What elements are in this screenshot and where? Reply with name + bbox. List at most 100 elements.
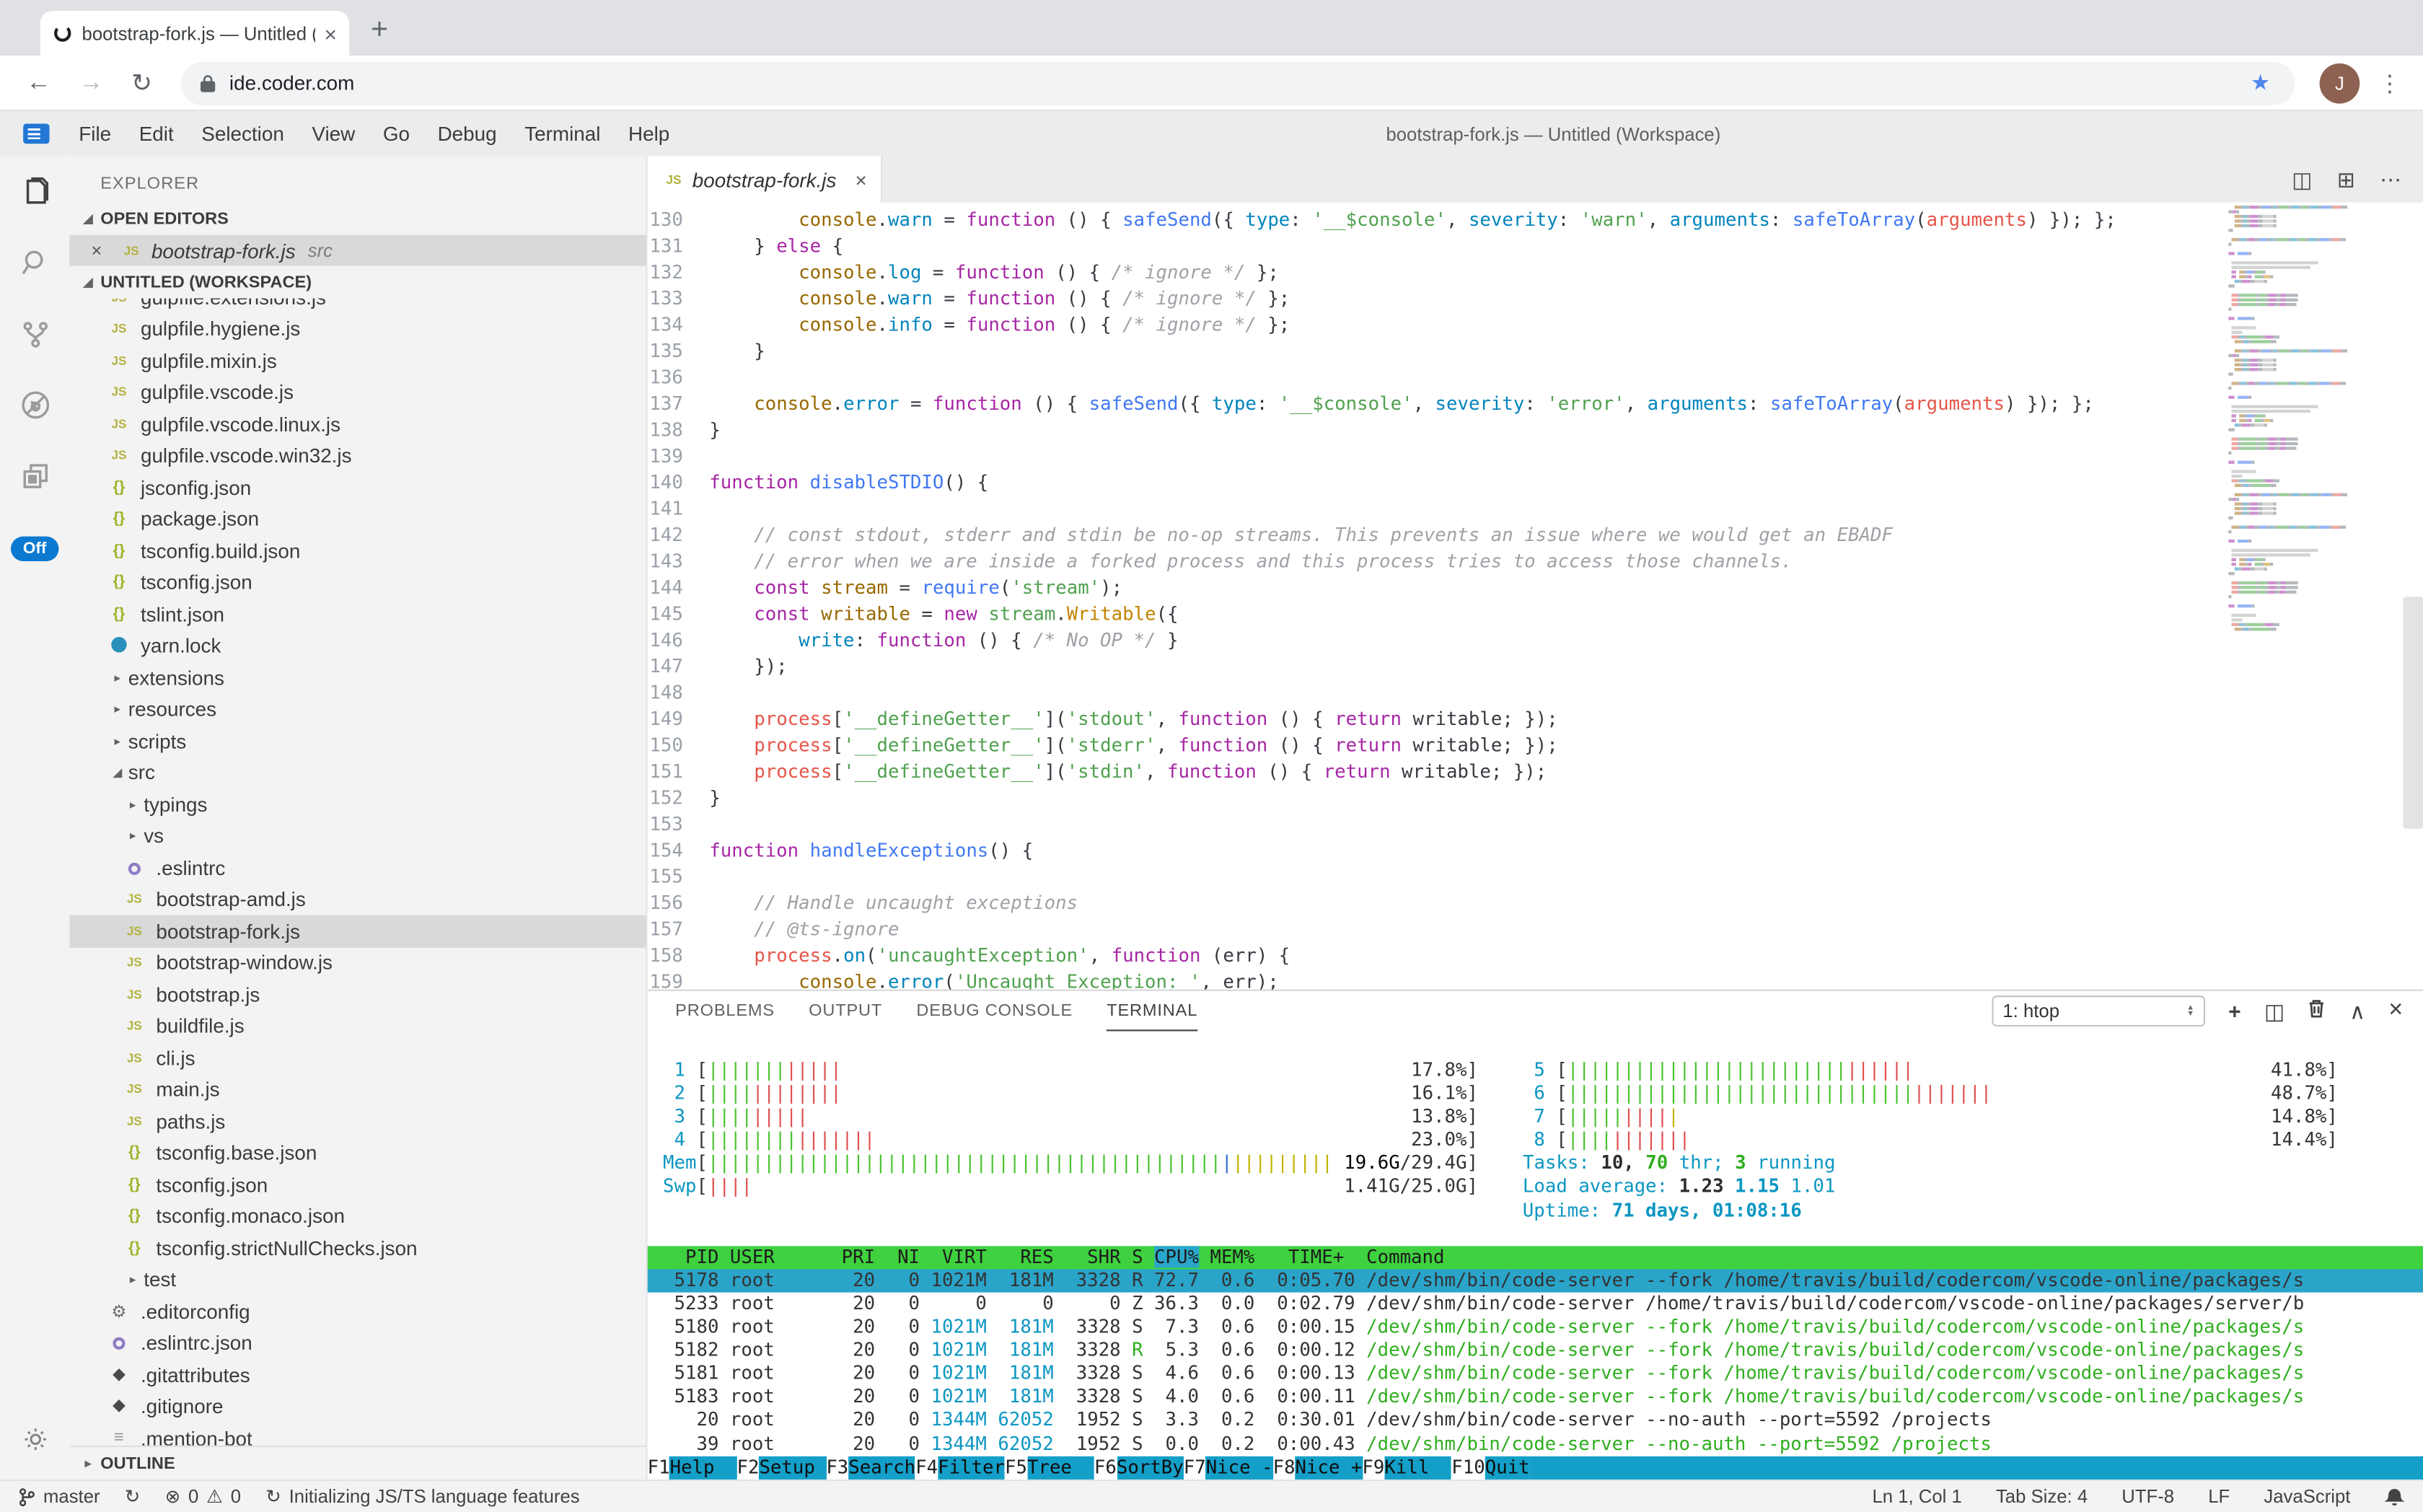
- bookmark-star-icon[interactable]: ★: [2251, 69, 2271, 94]
- tree-item-gulpfile.extensions.js[interactable]: JS gulpfile.extensions.js: [69, 299, 646, 313]
- search-icon[interactable]: [0, 227, 69, 299]
- kill-terminal-icon[interactable]: [2308, 998, 2326, 1023]
- tree-item-tsconfig.json[interactable]: {} tsconfig.json: [69, 566, 646, 598]
- tree-item-tsconfig.strictNullChecks.json[interactable]: {} tsconfig.strictNullChecks.json: [69, 1232, 646, 1264]
- tree-item-.gitignore[interactable]: ◆ .gitignore: [69, 1391, 646, 1423]
- extensions-icon[interactable]: [0, 441, 69, 512]
- menu-item-terminal[interactable]: Terminal: [524, 122, 601, 146]
- notifications-bell-icon[interactable]: [2384, 1487, 2405, 1507]
- menu-item-help[interactable]: Help: [628, 122, 670, 146]
- fnkey[interactable]: F2: [736, 1456, 760, 1480]
- tree-item-gulpfile.vscode.win32.js[interactable]: JS gulpfile.vscode.win32.js: [69, 440, 646, 472]
- fnkey-label[interactable]: Kill: [1384, 1456, 1452, 1480]
- tree-item-bootstrap-fork.js[interactable]: JS bootstrap-fork.js: [69, 915, 646, 947]
- fnkey[interactable]: F3: [826, 1456, 849, 1480]
- language-status-item[interactable]: ↻ Initializing JS/TS language features: [265, 1486, 579, 1508]
- editor-tab-close-icon[interactable]: ×: [855, 167, 867, 191]
- explorer-icon[interactable]: [0, 156, 69, 227]
- tree-item-.mention-bot[interactable]: ≡ .mention-bot: [69, 1423, 646, 1446]
- panel-tab-problems[interactable]: PROBLEMS: [675, 1001, 775, 1020]
- tree-item-gulpfile.vscode.linux.js[interactable]: JS gulpfile.vscode.linux.js: [69, 408, 646, 440]
- source-control-icon[interactable]: [0, 299, 69, 370]
- git-branch-item[interactable]: master: [19, 1486, 100, 1508]
- fnkey-label[interactable]: SortBy: [1116, 1456, 1184, 1480]
- back-icon[interactable]: ←: [26, 69, 51, 95]
- tree-item-test[interactable]: ▸ test: [69, 1264, 646, 1296]
- menu-item-view[interactable]: View: [312, 122, 356, 146]
- encoding[interactable]: UTF-8: [2121, 1485, 2175, 1508]
- fnkey[interactable]: F7: [1183, 1456, 1206, 1480]
- browser-tab[interactable]: bootstrap-fork.js — Untitled (W ×: [40, 11, 350, 56]
- panel-tab-terminal[interactable]: TERMINAL: [1107, 991, 1198, 1032]
- tree-item-main.js[interactable]: JS main.js: [69, 1073, 646, 1105]
- tree-item-jsconfig.json[interactable]: {} jsconfig.json: [69, 472, 646, 504]
- tree-item-tsconfig.monaco.json[interactable]: {} tsconfig.monaco.json: [69, 1200, 646, 1232]
- fnkey-label[interactable]: Setup: [759, 1456, 827, 1480]
- url-text[interactable]: ide.coder.com: [229, 71, 355, 94]
- split-editor-icon[interactable]: ◫: [2292, 166, 2313, 191]
- editor-layout-icon[interactable]: ⊞: [2336, 166, 2355, 191]
- fnkey-label[interactable]: Help: [669, 1456, 737, 1480]
- browser-menu-icon[interactable]: ⋮: [2378, 70, 2402, 97]
- new-tab-icon[interactable]: +: [371, 14, 388, 47]
- problems-item[interactable]: ⊗ 0 ⚠ 0: [165, 1486, 241, 1508]
- terminal[interactable]: 1 [|||||||||||| 17.8%] 5 [||||||||||||||…: [647, 1031, 2423, 1480]
- eol[interactable]: LF: [2208, 1485, 2230, 1508]
- tree-item-.eslintrc.json[interactable]: .eslintrc.json: [69, 1327, 646, 1359]
- tree-item-yarn.lock[interactable]: yarn.lock: [69, 630, 646, 662]
- tab-close-icon[interactable]: ×: [324, 20, 338, 46]
- open-editor-item[interactable]: × JS bootstrap-fork.js src: [69, 234, 646, 266]
- tab-size[interactable]: Tab Size: 4: [1995, 1485, 2088, 1508]
- settings-gear-icon[interactable]: [18, 1423, 52, 1464]
- fnkey-label[interactable]: Tree: [1026, 1456, 1094, 1480]
- tree-item-bootstrap-window.js[interactable]: JS bootstrap-window.js: [69, 947, 646, 979]
- editor-scrollbar[interactable]: [2403, 597, 2423, 829]
- tree-item-tsconfig.base.json[interactable]: {} tsconfig.base.json: [69, 1137, 646, 1169]
- tree-item-typings[interactable]: ▸ typings: [69, 788, 646, 820]
- menu-item-file[interactable]: File: [79, 122, 112, 146]
- menu-item-selection[interactable]: Selection: [201, 122, 284, 146]
- fnkey-label[interactable]: Nice -: [1205, 1456, 1273, 1480]
- fnkey-label[interactable]: Search: [848, 1456, 916, 1480]
- fnkey[interactable]: F8: [1272, 1456, 1296, 1480]
- telemetry-off-badge[interactable]: Off: [10, 536, 59, 561]
- tree-item-tsconfig.build.json[interactable]: {} tsconfig.build.json: [69, 535, 646, 567]
- tree-item-gulpfile.hygiene.js[interactable]: JS gulpfile.hygiene.js: [69, 313, 646, 345]
- tree-item-package.json[interactable]: {} package.json: [69, 504, 646, 535]
- tree-item-tslint.json[interactable]: {} tslint.json: [69, 598, 646, 630]
- section-workspace[interactable]: ◢ UNTITLED (WORKSPACE): [69, 266, 646, 299]
- tree-item-.editorconfig[interactable]: ⚙ .editorconfig: [69, 1296, 646, 1327]
- tree-item-bootstrap.js[interactable]: JS bootstrap.js: [69, 979, 646, 1011]
- fnkey[interactable]: F5: [1005, 1456, 1027, 1480]
- tree-item-paths.js[interactable]: JS paths.js: [69, 1105, 646, 1137]
- tree-item-resources[interactable]: ▸ resources: [69, 693, 646, 725]
- editor-tab[interactable]: JS bootstrap-fork.js ×: [647, 156, 883, 203]
- new-terminal-icon[interactable]: +: [2228, 998, 2241, 1024]
- section-open-editors[interactable]: ◢ OPEN EDITORS: [69, 203, 646, 235]
- code-editor[interactable]: 130 console.warn = function () { safeSen…: [647, 202, 2423, 990]
- panel-tab-output[interactable]: OUTPUT: [809, 1001, 883, 1020]
- address-bar[interactable]: ide.coder.com ★: [181, 61, 2295, 105]
- fnkey-label[interactable]: Quit: [1485, 1456, 1530, 1480]
- tree-item-src[interactable]: ◢ src: [69, 757, 646, 788]
- menu-item-go[interactable]: Go: [382, 122, 410, 146]
- avatar[interactable]: J: [2319, 62, 2360, 103]
- close-icon[interactable]: ×: [91, 239, 102, 262]
- tree-item-gulpfile.vscode.js[interactable]: JS gulpfile.vscode.js: [69, 377, 646, 408]
- tree-item-vs[interactable]: ▸ vs: [69, 820, 646, 852]
- terminal-select[interactable]: 1: htop ▲ ▼: [1992, 995, 2206, 1027]
- tree-item-.eslintrc[interactable]: .eslintrc: [69, 852, 646, 884]
- forward-icon[interactable]: →: [79, 69, 104, 95]
- tree-item-buildfile.js[interactable]: JS buildfile.js: [69, 1011, 646, 1042]
- tree-item-tsconfig.json[interactable]: {} tsconfig.json: [69, 1169, 646, 1200]
- tree-item-gulpfile.mixin.js[interactable]: JS gulpfile.mixin.js: [69, 345, 646, 377]
- maximize-panel-icon[interactable]: ∧: [2349, 998, 2366, 1023]
- tree-item-.gitattributes[interactable]: ◆ .gitattributes: [69, 1359, 646, 1391]
- tree-item-scripts[interactable]: ▸ scripts: [69, 725, 646, 757]
- menu-item-edit[interactable]: Edit: [138, 122, 174, 146]
- fnkey[interactable]: F9: [1362, 1456, 1385, 1480]
- tree-item-extensions[interactable]: ▸ extensions: [69, 662, 646, 693]
- menu-item-debug[interactable]: Debug: [437, 122, 497, 146]
- minimap[interactable]: [2228, 206, 2398, 990]
- cursor-position[interactable]: Ln 1, Col 1: [1872, 1485, 1962, 1508]
